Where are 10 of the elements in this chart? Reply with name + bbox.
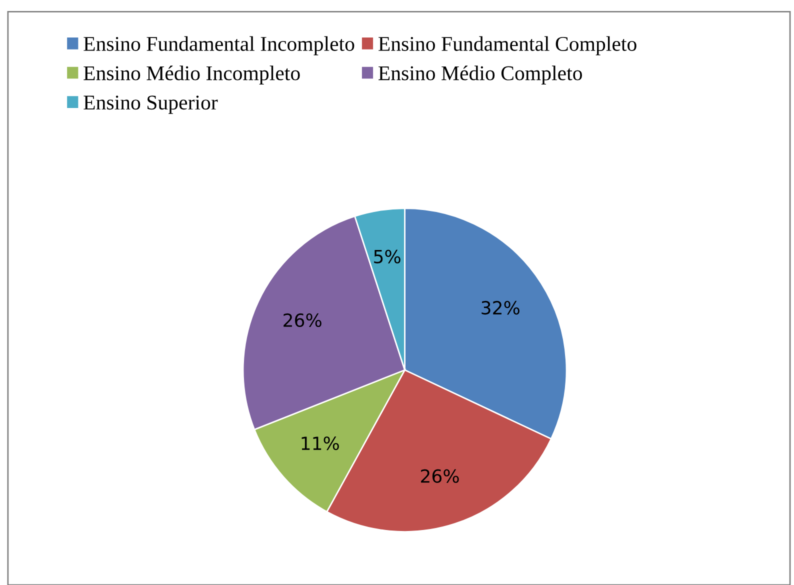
legend-label: Ensino Fundamental Incompleto (84, 36, 354, 56)
legend-label: Ensino Fundamental Completo (378, 36, 636, 56)
data-label: 26% (421, 469, 459, 483)
legend-label: Ensino Superior (84, 96, 218, 114)
data-label: 11% (302, 436, 339, 450)
data-label: 26% (284, 313, 322, 328)
data-label: 5% (374, 250, 400, 264)
legend-label: Ensino Médio Completo (378, 66, 582, 85)
data-label: 32% (482, 300, 520, 315)
legend-label: Ensino Médio Incompleto (84, 66, 300, 85)
